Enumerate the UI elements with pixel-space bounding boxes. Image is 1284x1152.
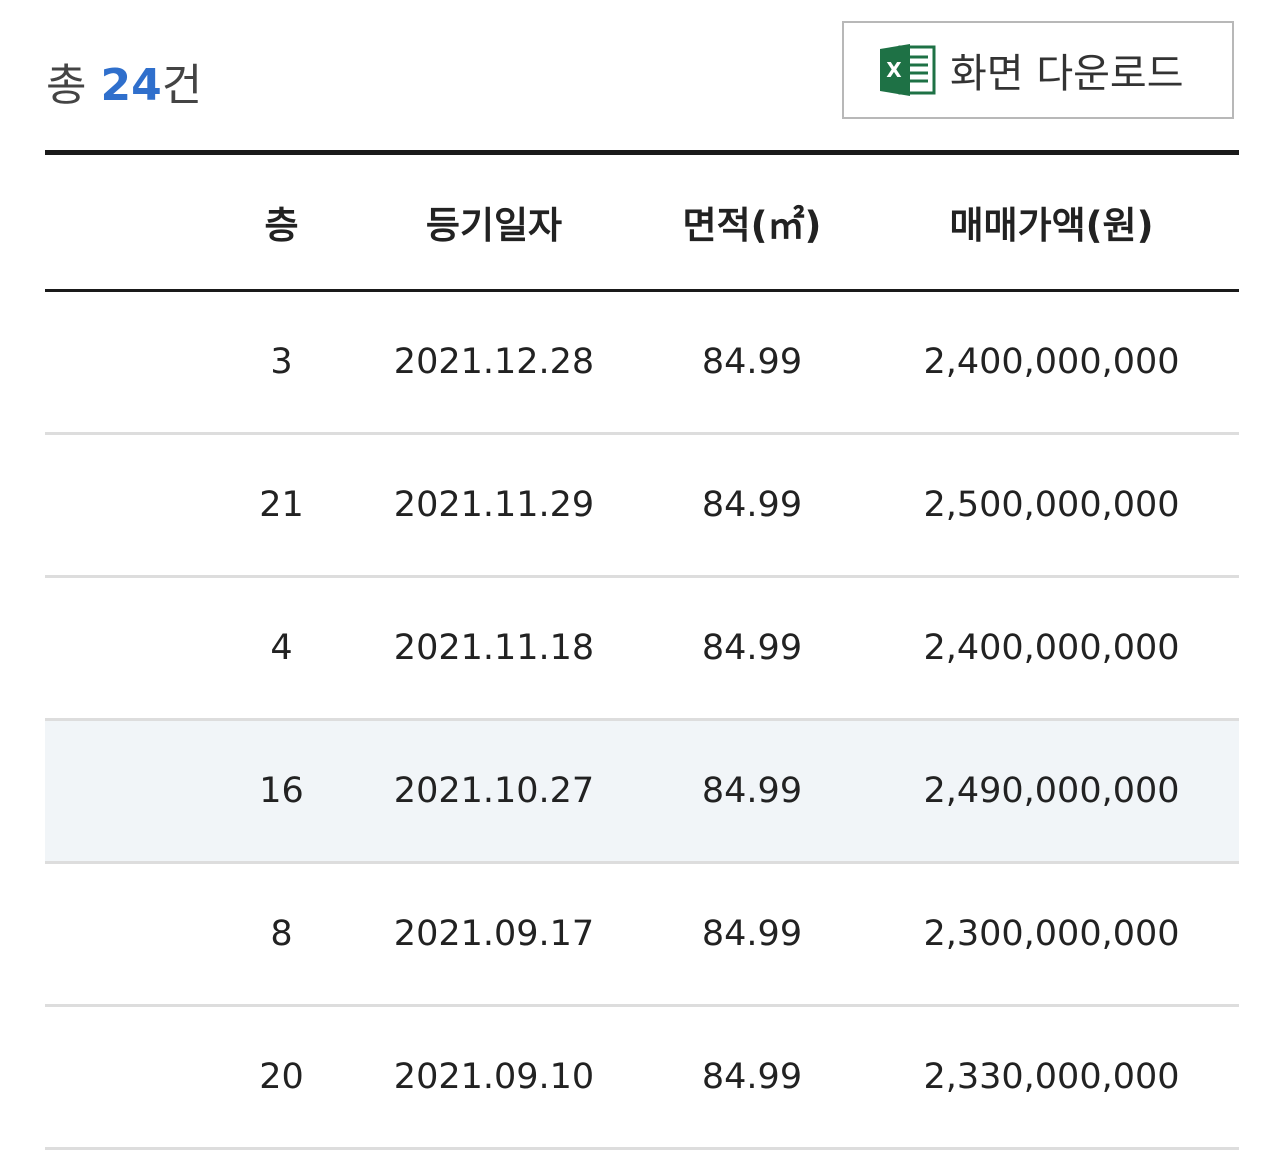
cell-date: 2021.11.29 <box>393 485 595 525</box>
cell-date: 2021.09.17 <box>393 914 595 954</box>
cell-area: 84.99 <box>701 342 803 382</box>
cell-date: 2021.10.27 <box>393 771 595 811</box>
table-row[interactable]: 3 2021.12.28 84.99 2,400,000,000 <box>45 291 1239 434</box>
transactions-table-wrapper: 층 등기일자 면적(㎡) 매매가액(원) 3 2021.12.28 84.99 … <box>45 150 1239 1150</box>
svg-text:X: X <box>886 58 902 82</box>
table-row[interactable]: 21 2021.11.29 84.99 2,500,000,000 <box>45 434 1239 577</box>
cell-area: 84.99 <box>701 628 803 668</box>
row-spacer <box>45 863 215 1006</box>
header-floor: 층 <box>264 204 299 247</box>
table-header: 층 등기일자 면적(㎡) 매매가액(원) <box>45 152 1239 291</box>
cell-area: 84.99 <box>701 485 803 525</box>
header-sale-price: 매매가액(원) <box>949 204 1154 247</box>
header-spacer <box>45 153 215 291</box>
total-count-summary: 총 24건 <box>46 58 202 114</box>
cell-date: 2021.09.10 <box>393 1057 595 1097</box>
row-spacer <box>45 291 215 434</box>
cell-floor: 21 <box>259 485 304 525</box>
cell-floor: 8 <box>270 914 293 954</box>
total-suffix: 건 <box>161 60 203 111</box>
cell-price: 2,330,000,000 <box>923 1057 1180 1097</box>
row-spacer <box>45 577 215 720</box>
table-body: 3 2021.12.28 84.99 2,400,000,000 21 2021… <box>45 291 1239 1149</box>
cell-floor: 3 <box>270 342 293 382</box>
total-prefix: 총 <box>46 60 101 111</box>
table-row[interactable]: 20 2021.09.10 84.99 2,330,000,000 <box>45 1006 1239 1149</box>
cell-price: 2,490,000,000 <box>923 771 1180 811</box>
cell-price: 2,400,000,000 <box>923 628 1180 668</box>
download-button-label: 화면 다운로드 <box>950 51 1184 97</box>
row-spacer <box>45 434 215 577</box>
cell-floor: 16 <box>259 771 304 811</box>
row-spacer <box>45 1006 215 1149</box>
cell-date: 2021.11.18 <box>393 628 595 668</box>
header-area: 면적(㎡) <box>682 204 822 247</box>
transactions-table: 층 등기일자 면적(㎡) 매매가액(원) 3 2021.12.28 84.99 … <box>45 150 1239 1150</box>
excel-icon: X <box>880 44 936 96</box>
header-registration-date: 등기일자 <box>425 204 563 247</box>
table-row-highlighted[interactable]: 16 2021.10.27 84.99 2,490,000,000 <box>45 719 1239 863</box>
cell-date: 2021.12.28 <box>393 342 595 382</box>
cell-price: 2,500,000,000 <box>923 485 1180 525</box>
cell-area: 84.99 <box>701 914 803 954</box>
table-row[interactable]: 8 2021.09.17 84.99 2,300,000,000 <box>45 863 1239 1006</box>
table-header-row: 층 등기일자 면적(㎡) 매매가액(원) <box>45 152 1239 291</box>
cell-area: 84.99 <box>701 771 803 811</box>
cell-floor: 20 <box>259 1057 304 1097</box>
cell-floor: 4 <box>270 628 293 668</box>
table-row[interactable]: 4 2021.11.18 84.99 2,400,000,000 <box>45 577 1239 720</box>
screen-download-button[interactable]: X 화면 다운로드 <box>842 21 1234 119</box>
cell-price: 2,400,000,000 <box>923 342 1180 382</box>
row-spacer <box>45 720 215 863</box>
cell-price: 2,300,000,000 <box>923 914 1180 954</box>
cell-area: 84.99 <box>701 1057 803 1097</box>
total-count: 24 <box>100 60 162 111</box>
